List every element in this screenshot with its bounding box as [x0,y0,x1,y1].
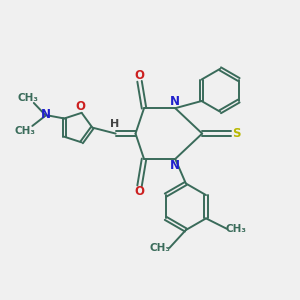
Text: O: O [134,69,145,82]
Text: O: O [134,185,145,198]
Text: N: N [170,159,180,172]
Text: CH₃: CH₃ [17,93,38,103]
Text: N: N [170,95,180,108]
Text: N: N [41,108,51,122]
Text: H: H [110,119,119,129]
Text: CH₃: CH₃ [15,126,36,136]
Text: CH₃: CH₃ [149,243,170,253]
Text: CH₃: CH₃ [226,224,247,234]
Text: S: S [232,127,241,140]
Text: O: O [75,100,85,113]
